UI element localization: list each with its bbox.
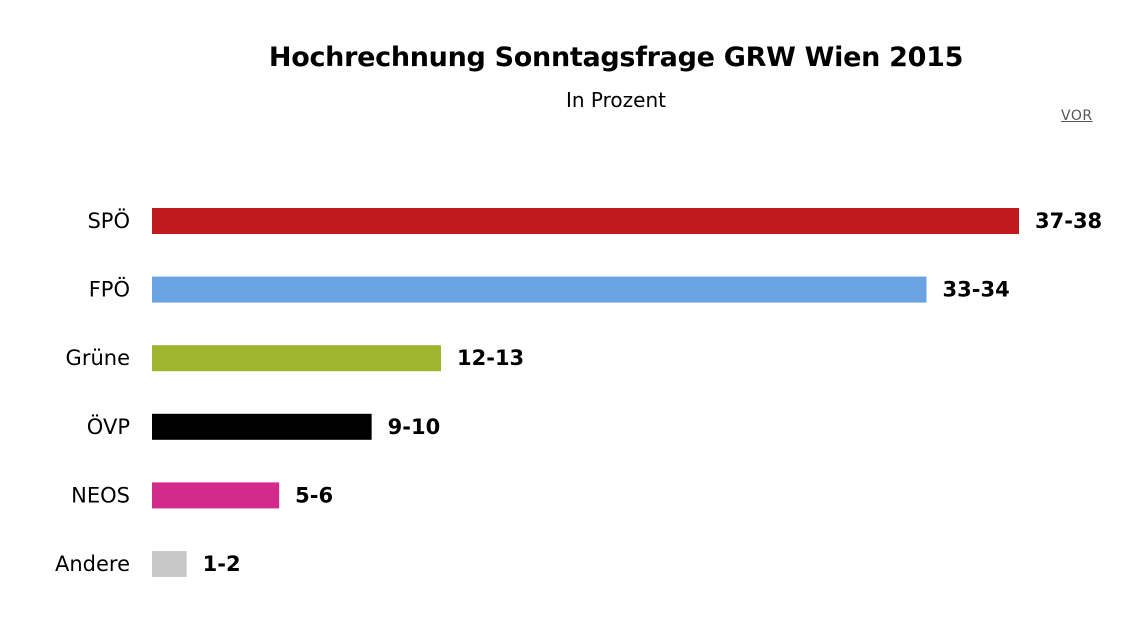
value-label-andere: 1-2 <box>203 552 241 576</box>
category-label-gruene: Grüne <box>66 346 130 370</box>
bar-fpoe <box>152 276 927 303</box>
bar-spoe <box>152 208 1019 234</box>
chart-title: Hochrechnung Sonntagsfrage GRW Wien 2015 <box>268 42 964 73</box>
value-label-spoe: 37-38 <box>1035 209 1102 233</box>
category-label-neos: NEOS <box>71 483 130 507</box>
category-label-andere: Andere <box>55 552 130 576</box>
value-label-fpoe: 33-34 <box>943 278 1010 302</box>
bar-neos <box>152 482 280 509</box>
source-label: VOR <box>1061 108 1093 124</box>
category-label-fpoe: FPÖ <box>89 277 130 302</box>
value-label-neos: 5-6 <box>295 483 333 507</box>
category-label-spoe: SPÖ <box>87 208 130 233</box>
chart-subtitle: In Prozent <box>566 88 666 112</box>
bar-andere <box>152 551 187 577</box>
source-text: VOR <box>1061 108 1093 124</box>
bar-oevp <box>152 413 372 440</box>
value-label-gruene: 12-13 <box>457 346 524 370</box>
category-label-oevp: ÖVP <box>87 414 130 439</box>
bar-gruene <box>152 345 441 372</box>
value-label-oevp: 9-10 <box>388 415 441 439</box>
